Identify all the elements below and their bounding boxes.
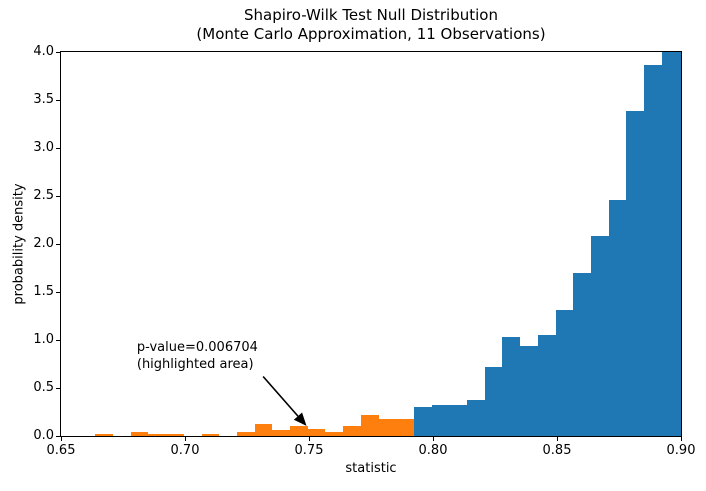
y-axis-tick [56,291,60,293]
plot-area: p-value=0.006704 (highlighted area) [60,51,682,437]
histogram-bar-highlighted-area [202,434,219,436]
x-axis-tick-label: 0.70 [170,443,200,458]
x-axis-tick [184,437,186,441]
y-axis-tick [56,339,60,341]
y-axis-tick-label: 2.5 [33,188,54,203]
histogram-bar-null-distribution [609,200,626,436]
histogram-bar-null-distribution [662,52,681,436]
y-axis-tick-label: 2.0 [33,236,54,251]
y-axis-tick-label: 0.5 [33,380,54,395]
histogram-bar-highlighted-area [379,419,396,436]
histogram-bar-highlighted-area [166,434,184,436]
x-axis-tick [556,437,558,441]
x-axis-tick [60,437,62,441]
chart-title-line1: Shapiro-Wilk Test Null Distribution [244,6,498,24]
y-axis-tick-label: 3.0 [33,140,54,155]
y-axis-tick-label: 0.0 [33,428,54,443]
histogram-bar-null-distribution [538,335,556,436]
histogram-bar-highlighted-area [290,426,308,436]
histogram-bar-null-distribution [520,346,538,436]
histogram-bar-highlighted-area [95,434,113,436]
y-axis-tick [56,387,60,389]
histogram-bar-highlighted-area [272,430,290,436]
histogram-bar-null-distribution [467,400,485,436]
annotation-subtext: (highlighted area) [136,356,254,372]
histogram-bar-highlighted-area [325,432,343,436]
y-axis-tick-label: 3.5 [33,92,54,107]
x-axis-tick-label: 0.90 [666,443,696,458]
plot-inner: p-value=0.006704 (highlighted area) [61,52,681,436]
histogram-bar-null-distribution [449,405,467,436]
histogram-bar-null-distribution [485,367,502,436]
x-axis-tick [308,437,310,441]
y-axis-tick-label: 1.0 [33,332,54,347]
annotation-pvalue: p-value=0.006704 [136,340,258,355]
y-axis-tick [56,435,60,437]
y-axis-tick [56,243,60,245]
chart-title: Shapiro-Wilk Test Null Distribution (Mon… [60,6,682,44]
x-axis-label: statistic [345,461,397,476]
histogram-bar-null-distribution [591,236,609,436]
histogram-bar-null-distribution [626,111,644,436]
x-axis-tick [680,437,682,441]
y-axis-label: probability density [11,183,27,305]
histogram-bar-null-distribution [573,273,591,436]
chart-title-line2: (Monte Carlo Approximation, 11 Observati… [196,25,546,43]
histogram-bar-highlighted-area [237,432,255,436]
histogram-bar-highlighted-area [396,419,414,436]
y-axis-tick [56,51,60,53]
histogram-bar-null-distribution [502,337,520,436]
x-axis-tick-label: 0.65 [46,443,76,458]
y-axis-tick-label: 1.5 [33,284,54,299]
histogram-bar-highlighted-area [308,429,325,436]
y-axis-tick [56,147,60,149]
y-axis-tick-label: 4.0 [33,44,54,59]
y-axis-tick [56,195,60,197]
histogram-bar-null-distribution [414,407,432,436]
histogram-bar-highlighted-area [255,424,272,436]
histogram-bar-highlighted-area [148,434,166,436]
y-axis-tick [56,99,60,101]
x-axis-tick-label: 0.85 [542,443,572,458]
annotation-text: p-value=0.006704 (highlighted area) [137,340,258,373]
histogram-bar-null-distribution [644,65,662,436]
x-axis-tick [432,437,434,441]
histogram-bar-highlighted-area [361,415,379,436]
histogram-bar-highlighted-area [131,432,148,436]
x-axis-tick-label: 0.80 [418,443,448,458]
x-axis-tick-label: 0.75 [294,443,324,458]
histogram-bar-null-distribution [432,405,449,436]
histogram-bar-highlighted-area [343,426,361,436]
histogram-bar-null-distribution [556,310,573,436]
